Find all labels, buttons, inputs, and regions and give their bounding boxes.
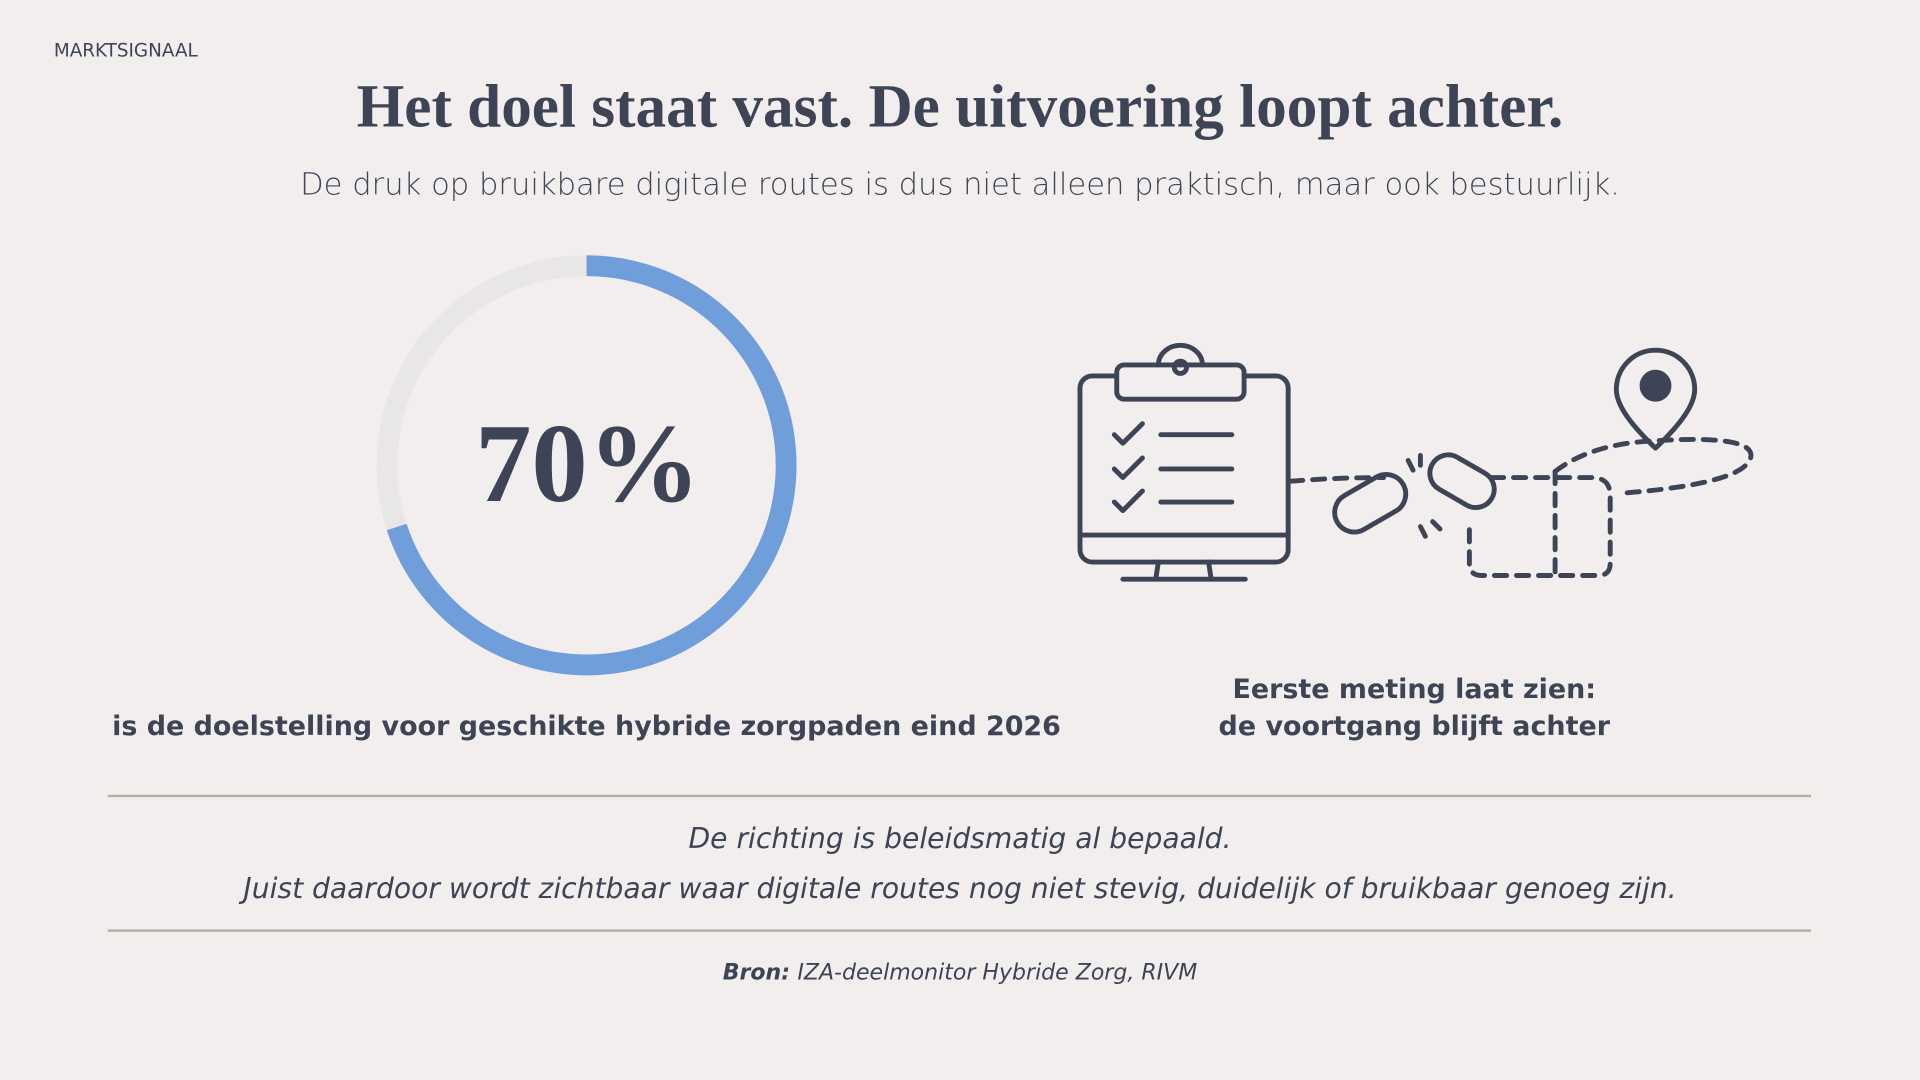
subtitle: De druk op bruikbare digitale routes is …: [300, 168, 1620, 203]
source-label: Bron:: [723, 960, 790, 985]
gauge-caption: is de doelstelling voor geschikte hybrid…: [112, 711, 1061, 742]
measurement-line: de voortgang blijft achter: [1219, 711, 1611, 742]
source: Bron: IZA-deelmonitor Hybride Zorg, RIVM: [723, 960, 1197, 985]
quote-line: De richting is beleidsmatig al bepaald.: [689, 822, 1232, 855]
gauge-arc: [386, 255, 797, 676]
kicker: MARKTSIGNAAL: [54, 40, 199, 61]
gauge-value-label: 70%: [475, 402, 700, 526]
title: Het doel staat vast. De uitvoering loopt…: [357, 73, 1564, 141]
measurement-line: Eerste meting laat zien:: [1232, 674, 1596, 705]
quote-line: Juist daardoor wordt zichtbaar waar digi…: [238, 872, 1676, 905]
broken-route-icon: [1077, 342, 1754, 582]
source-text: IZA-deelmonitor Hybride Zorg, RIVM: [797, 960, 1197, 985]
gauge: [376, 255, 797, 676]
